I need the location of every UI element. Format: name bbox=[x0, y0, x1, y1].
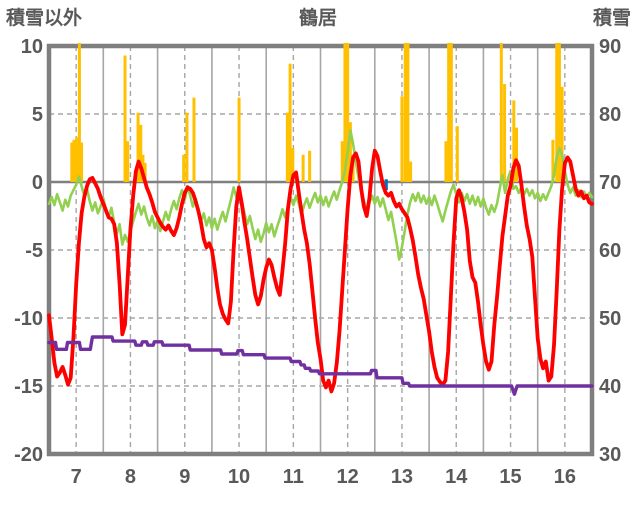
left-axis-title: 積雪以外 bbox=[6, 8, 83, 29]
left-axis-tick-label: -5 bbox=[25, 240, 43, 262]
orange_bars bbox=[291, 148, 295, 182]
right-axis-tick-label: 60 bbox=[599, 240, 621, 262]
orange_bars bbox=[455, 126, 459, 182]
x-axis-tick-label: 14 bbox=[445, 466, 468, 488]
orange_bars bbox=[346, 43, 350, 182]
orange_bars bbox=[237, 97, 241, 182]
orange_bars bbox=[409, 161, 413, 182]
right-axis-tick-label: 70 bbox=[599, 172, 621, 194]
orange_bars bbox=[70, 142, 74, 182]
orange_bars bbox=[75, 137, 79, 182]
orange_bars bbox=[403, 43, 407, 182]
orange_bars bbox=[512, 100, 516, 182]
orange_bars bbox=[80, 142, 84, 182]
left-axis-tick-label: 10 bbox=[21, 36, 43, 58]
orange_bars bbox=[123, 55, 127, 182]
x-axis-tick-label: 16 bbox=[554, 466, 576, 488]
orange_bars bbox=[143, 162, 147, 182]
left-axis-tick-label: -10 bbox=[14, 308, 43, 330]
right-axis-title: 積雪 bbox=[592, 8, 631, 29]
orange_bars bbox=[77, 43, 81, 182]
x-axis-tick-label: 7 bbox=[71, 466, 82, 488]
right-axis-tick-label: 30 bbox=[599, 444, 621, 466]
x-axis-tick-label: 12 bbox=[337, 466, 359, 488]
orange_bars bbox=[499, 43, 503, 182]
x-axis-tick-label: 8 bbox=[125, 466, 136, 488]
orange_bars bbox=[557, 43, 561, 182]
x-axis-tick-label: 15 bbox=[499, 466, 521, 488]
plot-border bbox=[46, 43, 595, 457]
right-axis-tick-label: 50 bbox=[599, 308, 621, 330]
orange_bars bbox=[126, 141, 130, 182]
purple_line_snow_depth bbox=[47, 335, 594, 396]
x-axis-tick-label: 9 bbox=[179, 466, 190, 488]
x-axis-tick-label: 10 bbox=[228, 466, 250, 488]
x-axis-tick-label: 11 bbox=[283, 466, 304, 488]
blue_bar bbox=[384, 179, 388, 191]
left-axis-tick-label: -20 bbox=[14, 444, 43, 466]
orange_bars bbox=[340, 141, 344, 182]
orange_bars bbox=[444, 141, 448, 182]
orange_bars bbox=[301, 154, 305, 182]
orange_bars bbox=[400, 96, 404, 182]
right-axis-tick-label: 80 bbox=[599, 104, 621, 126]
orange_bars bbox=[560, 86, 564, 182]
series-group bbox=[47, 43, 594, 396]
orange_bars bbox=[72, 139, 76, 182]
orange_bars bbox=[285, 112, 289, 182]
orange_bars bbox=[447, 43, 451, 182]
orange_bars bbox=[288, 63, 292, 182]
orange_bars bbox=[551, 139, 555, 182]
orange_bars bbox=[136, 112, 140, 182]
orange_bars bbox=[139, 124, 143, 182]
orange_bars bbox=[348, 122, 352, 182]
x-axis-tick-label: 13 bbox=[391, 466, 413, 488]
orange_bars bbox=[449, 43, 453, 182]
orange_bars bbox=[185, 112, 189, 182]
orange_bars bbox=[406, 43, 410, 182]
left-axis-tick-label: 5 bbox=[32, 104, 43, 126]
orange_bars bbox=[182, 154, 186, 182]
left-axis-tick-label: -15 bbox=[14, 376, 43, 398]
orange_bars bbox=[515, 127, 519, 182]
orange_bars bbox=[343, 43, 347, 182]
red_line bbox=[47, 148, 594, 394]
green_line bbox=[47, 129, 594, 261]
right-axis-tick-label: 90 bbox=[599, 36, 621, 58]
orange_bars bbox=[308, 150, 312, 182]
orange_bars bbox=[192, 97, 196, 182]
right-axis-tick-label: 40 bbox=[599, 376, 621, 398]
left-axis-tick-label: 0 bbox=[32, 172, 43, 194]
orange_bars bbox=[555, 43, 559, 182]
chart-title: 鶴居 bbox=[298, 8, 338, 29]
orange_bars bbox=[503, 84, 507, 182]
